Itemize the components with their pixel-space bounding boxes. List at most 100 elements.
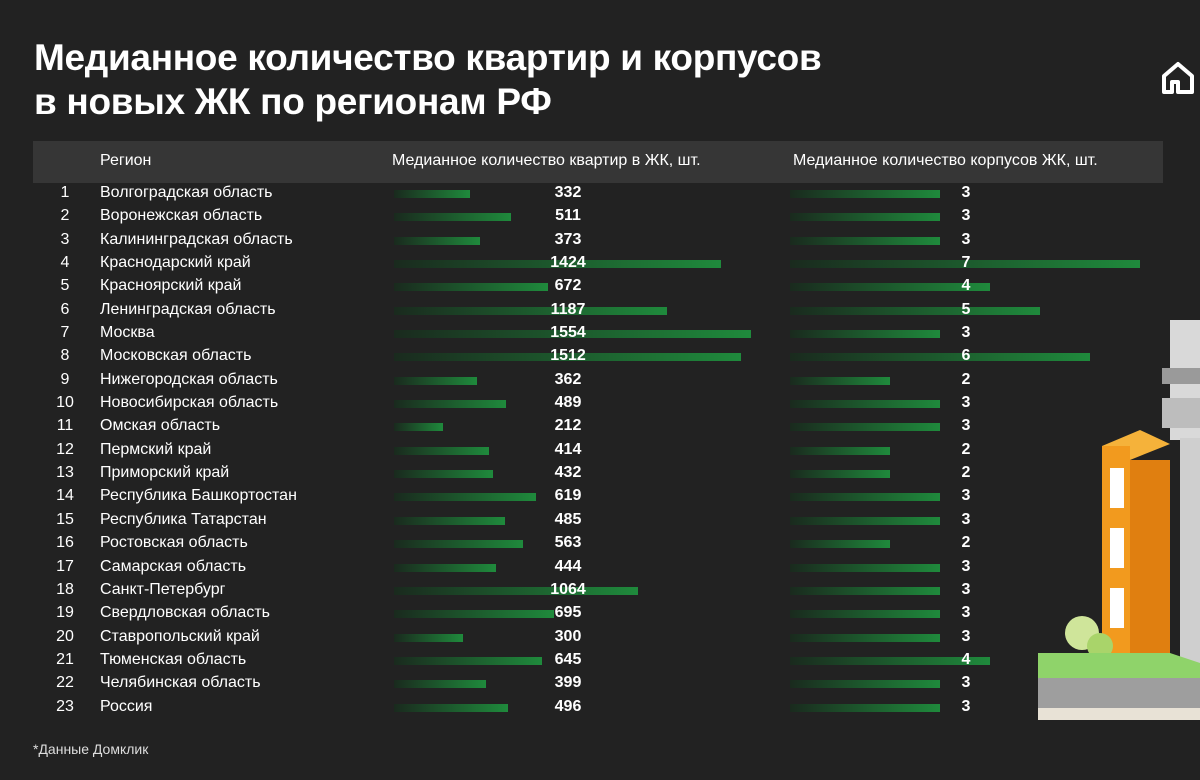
buildings-bar xyxy=(790,470,890,479)
table-row: 21 Тюменская область 645 4 xyxy=(0,649,1200,672)
region-name: Самарская область xyxy=(100,557,247,575)
table-header: Регион Медианное количество квартир в ЖК… xyxy=(33,141,1163,183)
apartments-value: 695 xyxy=(554,604,582,622)
row-number: 13 xyxy=(56,464,74,482)
buildings-value: 3 xyxy=(961,394,971,412)
row-number: 12 xyxy=(56,440,74,458)
table-row: 19 Свердловская область 695 3 xyxy=(0,602,1200,625)
apartments-value: 414 xyxy=(554,440,582,458)
apartments-bar xyxy=(394,540,523,549)
buildings-value: 2 xyxy=(961,464,971,482)
apartments-value: 1424 xyxy=(550,254,586,272)
table-row: 7 Москва 1554 3 xyxy=(0,322,1200,345)
apartments-bar xyxy=(394,470,493,479)
table-row: 8 Московская область 1512 6 xyxy=(0,345,1200,368)
region-name: Ленинградская область xyxy=(100,300,276,318)
buildings-bar xyxy=(790,283,990,292)
apartments-bar xyxy=(394,236,480,245)
region-name: Ростовская область xyxy=(100,534,248,552)
buildings-value: 3 xyxy=(961,557,971,575)
buildings-value: 3 xyxy=(961,207,971,225)
buildings-bar xyxy=(790,703,940,712)
apartments-bar xyxy=(394,330,751,339)
row-number: 10 xyxy=(56,394,74,412)
apartments-value: 212 xyxy=(554,417,582,435)
table-row: 12 Пермский край 414 2 xyxy=(0,439,1200,462)
apartments-value: 672 xyxy=(554,277,582,295)
region-name: Краснодарский край xyxy=(100,254,251,272)
buildings-bar xyxy=(790,190,940,198)
buildings-bar xyxy=(790,446,890,455)
footnote: *Данные Домклик xyxy=(33,741,149,757)
apartments-bar xyxy=(394,493,536,502)
table-row: 14 Республика Башкортостан 619 3 xyxy=(0,485,1200,508)
buildings-bar xyxy=(790,586,940,595)
apartments-value: 485 xyxy=(554,510,582,528)
region-name: Новосибирская область xyxy=(100,394,279,412)
row-number: 19 xyxy=(56,604,74,622)
table-row: 5 Красноярский край 672 4 xyxy=(0,275,1200,298)
buildings-value: 3 xyxy=(961,580,971,598)
table-row: 6 Ленинградская область 1187 5 xyxy=(0,299,1200,322)
apartments-value: 399 xyxy=(554,674,582,692)
buildings-bar xyxy=(790,260,1140,269)
apartments-bar xyxy=(394,633,463,642)
apartments-value: 1187 xyxy=(550,300,586,318)
buildings-bar xyxy=(790,376,890,385)
region-name: Воронежская область xyxy=(100,207,263,225)
apartments-bar xyxy=(394,400,506,409)
apartments-value: 1554 xyxy=(550,324,586,342)
buildings-value: 3 xyxy=(961,230,971,248)
buildings-value: 3 xyxy=(961,674,971,692)
apartments-value: 619 xyxy=(554,487,582,505)
buildings-value: 3 xyxy=(961,184,971,201)
buildings-bar xyxy=(790,330,940,339)
row-number: 8 xyxy=(60,347,70,365)
row-number: 17 xyxy=(56,557,74,575)
row-number: 7 xyxy=(60,324,70,342)
region-name: Республика Татарстан xyxy=(100,510,267,528)
buildings-bar xyxy=(790,213,940,222)
apartments-value: 645 xyxy=(554,650,582,668)
buildings-bar xyxy=(790,680,940,689)
row-number: 18 xyxy=(56,580,74,598)
buildings-value: 5 xyxy=(961,300,971,318)
apartments-bar xyxy=(394,586,638,595)
buildings-bar xyxy=(790,400,940,409)
apartments-value: 563 xyxy=(554,534,582,552)
region-name: Свердловская область xyxy=(100,604,270,622)
building-illustration xyxy=(1038,320,1200,720)
table-row: 1 Волгоградская область 332 3 xyxy=(0,182,1200,205)
apartments-bar xyxy=(394,306,667,315)
table-body: 1 Волгоградская область 332 3 2 Воронежская о… xyxy=(0,182,1200,719)
apartments-bar xyxy=(394,283,548,292)
table-row: 17 Самарская область 444 3 xyxy=(0,556,1200,579)
region-name: Красноярский край xyxy=(100,277,242,295)
row-number: 6 xyxy=(60,300,70,318)
buildings-value: 2 xyxy=(961,440,971,458)
apartments-value: 432 xyxy=(554,464,582,482)
title-line-2: в новых ЖК по регионам РФ xyxy=(34,81,552,122)
buildings-bar xyxy=(790,516,940,525)
buildings-bar xyxy=(790,353,1090,362)
header-region: Регион xyxy=(100,152,152,169)
row-number: 21 xyxy=(56,650,74,668)
apartments-value: 362 xyxy=(554,370,582,388)
region-name: Санкт-Петербург xyxy=(100,580,226,598)
region-name: Омская область xyxy=(100,417,221,435)
buildings-value: 6 xyxy=(961,347,971,365)
title-line-1: Медианное количество квартир и корпусов xyxy=(34,37,822,78)
region-name: Тюменская область xyxy=(100,650,247,668)
buildings-value: 4 xyxy=(961,650,971,668)
buildings-value: 3 xyxy=(961,487,971,505)
buildings-value: 3 xyxy=(961,627,971,645)
buildings-bar xyxy=(790,633,940,642)
region-name: Нижегородская область xyxy=(100,370,278,388)
row-number: 14 xyxy=(56,487,74,505)
buildings-value: 4 xyxy=(961,277,971,295)
apartments-bar xyxy=(394,703,508,712)
apartments-value: 496 xyxy=(554,697,582,715)
page-title: Медианное количество квартир и корпусов … xyxy=(34,36,822,124)
domclick-logo-icon xyxy=(1162,62,1194,94)
apartments-bar xyxy=(394,610,554,619)
